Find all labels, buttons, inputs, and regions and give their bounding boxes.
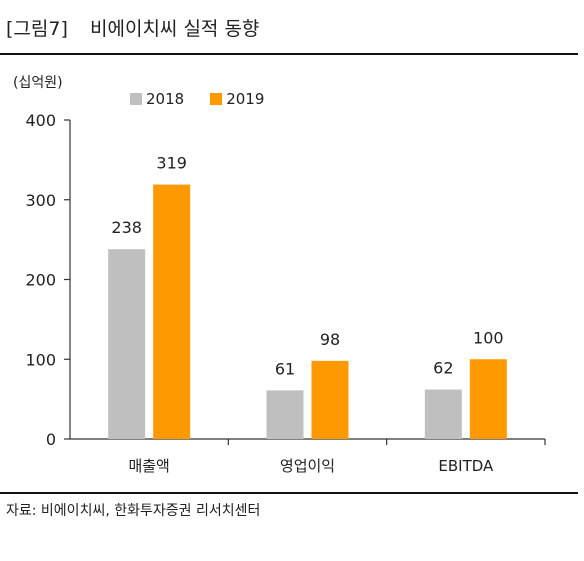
bar-chart: 0 100 200 300 400 매출액 238 319 영업이익 61 98 EBITDA 62 10… — [25, 111, 546, 475]
y-tick-label: 0 — [46, 430, 56, 449]
source-rule — [0, 492, 578, 494]
bar-2019 — [311, 360, 349, 439]
legend-item-2018: 2018 — [130, 90, 184, 108]
y-tick-label: 300 — [25, 191, 56, 210]
data-label-2019: 98 — [320, 330, 340, 349]
data-label-2018: 238 — [111, 218, 142, 237]
x-tick-label: 영업이익 — [280, 457, 335, 475]
x-tick-label: 매출액 — [128, 457, 169, 475]
bar-2018 — [108, 249, 146, 439]
source-note: 자료: 비에이치씨, 한화투자증권 리서치센터 — [6, 503, 261, 519]
data-label-2019: 319 — [156, 154, 187, 173]
figure-number: [그림7] — [6, 18, 68, 40]
bar-2019 — [469, 359, 507, 439]
data-label-2018: 61 — [275, 359, 295, 378]
y-tick-label: 100 — [25, 350, 56, 369]
bar-2018 — [424, 389, 462, 439]
legend-item-2019: 2019 — [210, 90, 264, 108]
x-tick-label: EBITDA — [438, 457, 494, 475]
bar-2018 — [266, 390, 304, 439]
unit-label: (십억원) — [13, 75, 63, 91]
legend-swatch-2019 — [210, 93, 223, 105]
data-label-2019: 100 — [473, 328, 504, 347]
data-label-2018: 62 — [433, 359, 453, 378]
y-tick-label: 200 — [25, 271, 56, 290]
figure-title: [그림7] 비에이치씨 실적 동향 — [6, 14, 578, 44]
legend-label-2019: 2019 — [226, 90, 265, 108]
title-rule — [0, 53, 578, 55]
bar-2019 — [153, 184, 191, 439]
y-tick-label: 400 — [25, 111, 56, 130]
legend: 2018 2019 — [130, 90, 264, 108]
legend-swatch-2018 — [130, 93, 142, 105]
legend-label-2018: 2018 — [146, 90, 185, 108]
figure-title-text: 비에이치씨 실적 동향 — [90, 18, 260, 40]
